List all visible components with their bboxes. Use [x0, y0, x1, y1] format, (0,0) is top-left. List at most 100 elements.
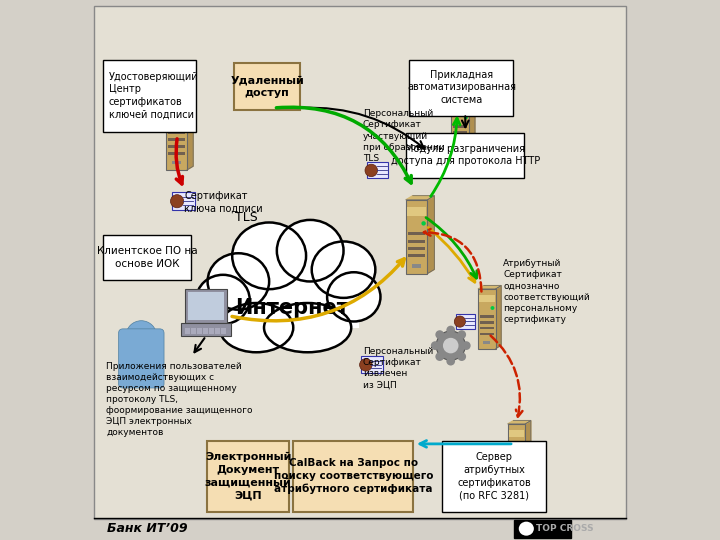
FancyBboxPatch shape — [207, 441, 289, 512]
Text: Электронный
Документ
защищенный
ЭЦП: Электронный Документ защищенный ЭЦП — [205, 452, 292, 501]
Text: Приложения пользователей
взаимодействующих с
ресурсом по защищенному
протоколу T: Приложения пользователей взаимодействующ… — [107, 362, 253, 437]
FancyBboxPatch shape — [408, 254, 426, 257]
Circle shape — [464, 116, 467, 119]
Text: Персональный
Сертификат
участвующий
при образовании
TLS: Персональный Сертификат участвующий при … — [363, 110, 444, 163]
FancyBboxPatch shape — [452, 144, 467, 146]
FancyArrowPatch shape — [232, 259, 404, 321]
FancyBboxPatch shape — [510, 450, 523, 453]
FancyBboxPatch shape — [452, 138, 467, 140]
FancyArrowPatch shape — [428, 227, 474, 282]
FancyBboxPatch shape — [172, 192, 194, 210]
FancyBboxPatch shape — [197, 328, 202, 334]
Circle shape — [462, 341, 471, 350]
Circle shape — [359, 359, 372, 371]
FancyArrowPatch shape — [490, 335, 523, 417]
FancyBboxPatch shape — [221, 328, 225, 334]
FancyArrowPatch shape — [424, 229, 482, 292]
Circle shape — [446, 357, 455, 366]
FancyBboxPatch shape — [441, 441, 546, 512]
Circle shape — [181, 121, 184, 124]
FancyBboxPatch shape — [479, 295, 495, 302]
Text: TLS: TLS — [235, 211, 258, 224]
Polygon shape — [469, 94, 475, 160]
Text: Интернет: Интернет — [235, 298, 349, 318]
FancyBboxPatch shape — [103, 235, 191, 280]
FancyBboxPatch shape — [456, 314, 475, 329]
FancyBboxPatch shape — [480, 321, 494, 323]
FancyBboxPatch shape — [406, 200, 428, 273]
Circle shape — [436, 331, 465, 360]
FancyBboxPatch shape — [293, 441, 413, 512]
Circle shape — [454, 316, 466, 327]
FancyBboxPatch shape — [185, 328, 190, 334]
FancyBboxPatch shape — [480, 315, 494, 318]
FancyBboxPatch shape — [406, 133, 524, 178]
FancyArrowPatch shape — [301, 107, 423, 148]
FancyBboxPatch shape — [480, 333, 494, 335]
Polygon shape — [495, 286, 501, 349]
FancyBboxPatch shape — [452, 125, 467, 127]
FancyBboxPatch shape — [94, 6, 626, 519]
Polygon shape — [478, 286, 501, 289]
FancyBboxPatch shape — [181, 323, 231, 336]
FancyArrowPatch shape — [462, 116, 469, 127]
Ellipse shape — [197, 275, 250, 324]
FancyBboxPatch shape — [483, 341, 490, 344]
FancyBboxPatch shape — [514, 520, 571, 538]
Ellipse shape — [327, 272, 380, 321]
Circle shape — [491, 307, 494, 309]
FancyBboxPatch shape — [197, 328, 202, 334]
Text: TOP CROSS: TOP CROSS — [536, 524, 594, 533]
FancyBboxPatch shape — [361, 356, 382, 373]
Polygon shape — [526, 421, 531, 484]
Text: Банк ИТ’09: Банк ИТ’09 — [107, 522, 188, 535]
FancyBboxPatch shape — [221, 328, 225, 334]
Polygon shape — [166, 96, 193, 100]
FancyBboxPatch shape — [168, 131, 184, 133]
FancyBboxPatch shape — [452, 131, 467, 134]
Text: Персональный
Сертификат
извлечен
из ЭЦП: Персональный Сертификат извлечен из ЭЦП — [363, 347, 433, 389]
Ellipse shape — [220, 303, 293, 352]
FancyBboxPatch shape — [192, 328, 196, 334]
FancyBboxPatch shape — [215, 328, 220, 334]
FancyBboxPatch shape — [185, 328, 190, 334]
FancyBboxPatch shape — [168, 138, 184, 140]
FancyBboxPatch shape — [513, 476, 520, 479]
Ellipse shape — [233, 222, 306, 289]
FancyBboxPatch shape — [192, 328, 196, 334]
FancyBboxPatch shape — [215, 281, 359, 328]
Circle shape — [457, 330, 466, 339]
FancyBboxPatch shape — [166, 100, 186, 170]
FancyBboxPatch shape — [509, 430, 524, 437]
Text: Прикладная
автоматизированная
система: Прикладная автоматизированная система — [407, 70, 516, 105]
Circle shape — [431, 341, 439, 350]
FancyArrowPatch shape — [176, 139, 182, 184]
FancyBboxPatch shape — [408, 240, 426, 242]
Ellipse shape — [519, 522, 534, 536]
FancyBboxPatch shape — [215, 328, 220, 334]
FancyBboxPatch shape — [413, 264, 421, 268]
FancyBboxPatch shape — [508, 424, 526, 484]
FancyBboxPatch shape — [167, 107, 186, 116]
Text: Атрибутный
Сертификат
однозначно
соответствующий
персональному
сертификату: Атрибутный Сертификат однозначно соответ… — [503, 259, 590, 324]
FancyBboxPatch shape — [172, 161, 181, 165]
Circle shape — [365, 164, 377, 177]
Circle shape — [422, 222, 425, 225]
FancyBboxPatch shape — [185, 328, 190, 334]
Text: Клиентское ПО на
основе ИОК: Клиентское ПО на основе ИОК — [97, 246, 197, 269]
FancyBboxPatch shape — [203, 328, 208, 334]
FancyBboxPatch shape — [192, 328, 196, 334]
FancyBboxPatch shape — [103, 60, 197, 132]
FancyArrowPatch shape — [426, 218, 477, 278]
FancyBboxPatch shape — [456, 152, 464, 156]
Polygon shape — [508, 421, 531, 424]
FancyBboxPatch shape — [510, 468, 523, 470]
Circle shape — [126, 321, 157, 352]
FancyBboxPatch shape — [407, 207, 426, 216]
FancyBboxPatch shape — [478, 289, 495, 349]
FancyBboxPatch shape — [197, 328, 202, 334]
FancyBboxPatch shape — [510, 462, 523, 464]
FancyBboxPatch shape — [408, 247, 426, 250]
Polygon shape — [451, 94, 475, 97]
FancyBboxPatch shape — [185, 289, 228, 323]
